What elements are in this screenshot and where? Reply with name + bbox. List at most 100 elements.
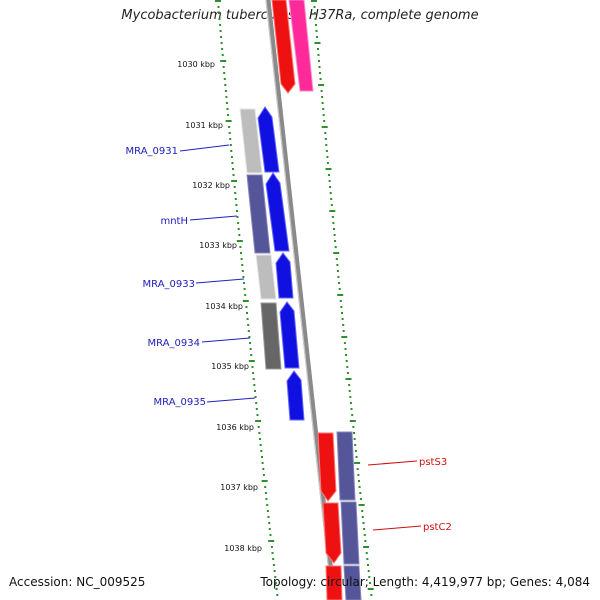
tick-dot — [255, 408, 258, 410]
gene-label-MRA_0934[interactable]: MRA_0934 — [148, 338, 200, 349]
tick-dot — [226, 108, 229, 110]
gene-label-MRA_0935[interactable]: MRA_0935 — [154, 397, 206, 408]
tick-dot — [345, 354, 348, 356]
tick-major — [329, 210, 336, 212]
reverse-gene-arrow[interactable] — [317, 432, 337, 502]
tick-dot — [236, 210, 238, 212]
tick-dot — [334, 246, 337, 248]
tick-dot — [239, 246, 242, 248]
feature-block[interactable] — [255, 254, 277, 300]
tick-dot — [265, 498, 268, 500]
gene-label-MRA_0931[interactable]: MRA_0931 — [126, 146, 178, 157]
tick-dot — [329, 192, 332, 194]
forward-gene-arrow[interactable] — [265, 172, 290, 252]
gene-label-MRA_0933[interactable]: MRA_0933 — [143, 279, 195, 290]
scale-label: 1034 kbp — [205, 302, 243, 311]
tick-dot — [241, 264, 244, 266]
feature-block[interactable] — [340, 501, 360, 565]
tick-major — [311, 0, 317, 2]
genome-summary-text: Topology: circular; Length: 4,419,977 bp… — [260, 575, 590, 589]
tick-dot — [229, 144, 232, 146]
tick-dot — [314, 18, 317, 20]
tick-major — [268, 540, 275, 542]
tick-dot — [342, 330, 345, 332]
tick-dot — [343, 342, 346, 344]
tick-dot — [357, 474, 360, 476]
tick-dot — [321, 96, 324, 98]
tick-dot — [370, 594, 373, 596]
leader-line — [372, 525, 422, 531]
tick-major — [354, 462, 361, 464]
tick-dot — [240, 252, 242, 254]
tick-dot — [254, 390, 256, 392]
leader-line — [201, 337, 251, 343]
forward-gene-arrow[interactable] — [275, 252, 294, 299]
tick-dot — [228, 132, 231, 134]
tick-dot — [227, 114, 229, 116]
tick-dot — [261, 462, 264, 464]
gene-label-mntH[interactable]: mntH — [160, 216, 188, 227]
tick-dot — [361, 516, 364, 518]
tick-dot — [336, 270, 339, 272]
tick-dot — [326, 156, 329, 158]
tick-dot — [326, 162, 329, 164]
feature-block[interactable] — [239, 108, 263, 174]
feature-block[interactable] — [343, 565, 362, 600]
tick-dot — [262, 474, 265, 476]
genome-backbone-highlight — [265, 0, 333, 600]
tick-dot — [349, 402, 352, 404]
feature-block[interactable] — [246, 174, 271, 254]
tick-dot — [356, 468, 359, 470]
tick-dot — [358, 480, 360, 482]
forward-gene-arrow[interactable] — [279, 301, 300, 369]
tick-dot — [249, 342, 251, 344]
outer-tick-ring — [311, 0, 374, 596]
forward-gene-arrow[interactable] — [286, 370, 305, 421]
tick-dot — [318, 60, 320, 62]
tick-dot — [333, 228, 335, 230]
feature-block[interactable] — [260, 302, 282, 370]
leader-line — [189, 215, 238, 221]
leader-line — [206, 397, 256, 403]
tick-dot — [351, 414, 354, 416]
tick-dot — [228, 126, 231, 128]
tick-dot — [341, 318, 344, 320]
reverse-gene-arrow[interactable] — [271, 0, 296, 94]
feature-block[interactable] — [336, 431, 356, 501]
scale-label: 1033 kbp — [199, 241, 237, 250]
tick-dot — [319, 78, 322, 80]
tick-dot — [272, 564, 275, 566]
tick-dot — [348, 390, 351, 392]
tick-dot — [255, 402, 258, 404]
forward-gene-arrow[interactable] — [257, 106, 280, 173]
tick-dot — [275, 588, 278, 590]
gene-label-pstS3[interactable]: pstS3 — [419, 457, 447, 468]
tick-dot — [218, 18, 221, 20]
tick-dot — [261, 456, 263, 458]
tick-dot — [330, 204, 333, 206]
tick-major — [325, 168, 332, 170]
tick-dot — [338, 282, 341, 284]
tick-dot — [247, 330, 250, 332]
tick-dot — [269, 534, 272, 536]
reverse-gene-arrow[interactable] — [325, 565, 343, 600]
tick-dot — [335, 258, 338, 260]
tick-dot — [221, 48, 224, 50]
tick-dot — [220, 42, 223, 44]
tick-dot — [350, 408, 353, 410]
tick-dot — [262, 468, 265, 470]
reverse-gene-arrow[interactable] — [288, 0, 314, 92]
gene-label-leaders — [179, 144, 422, 531]
tick-dot — [259, 444, 262, 446]
tick-dot — [245, 306, 248, 308]
reverse-gene-arrow[interactable] — [322, 502, 342, 564]
tick-dot — [354, 450, 357, 452]
feature-track — [239, 108, 362, 600]
gene-label-pstC2[interactable]: pstC2 — [423, 522, 452, 533]
accession-text: Accession: NC_009525 — [9, 575, 146, 589]
tick-dot — [358, 486, 361, 488]
tick-dot — [252, 372, 255, 374]
tick-dot — [234, 192, 237, 194]
